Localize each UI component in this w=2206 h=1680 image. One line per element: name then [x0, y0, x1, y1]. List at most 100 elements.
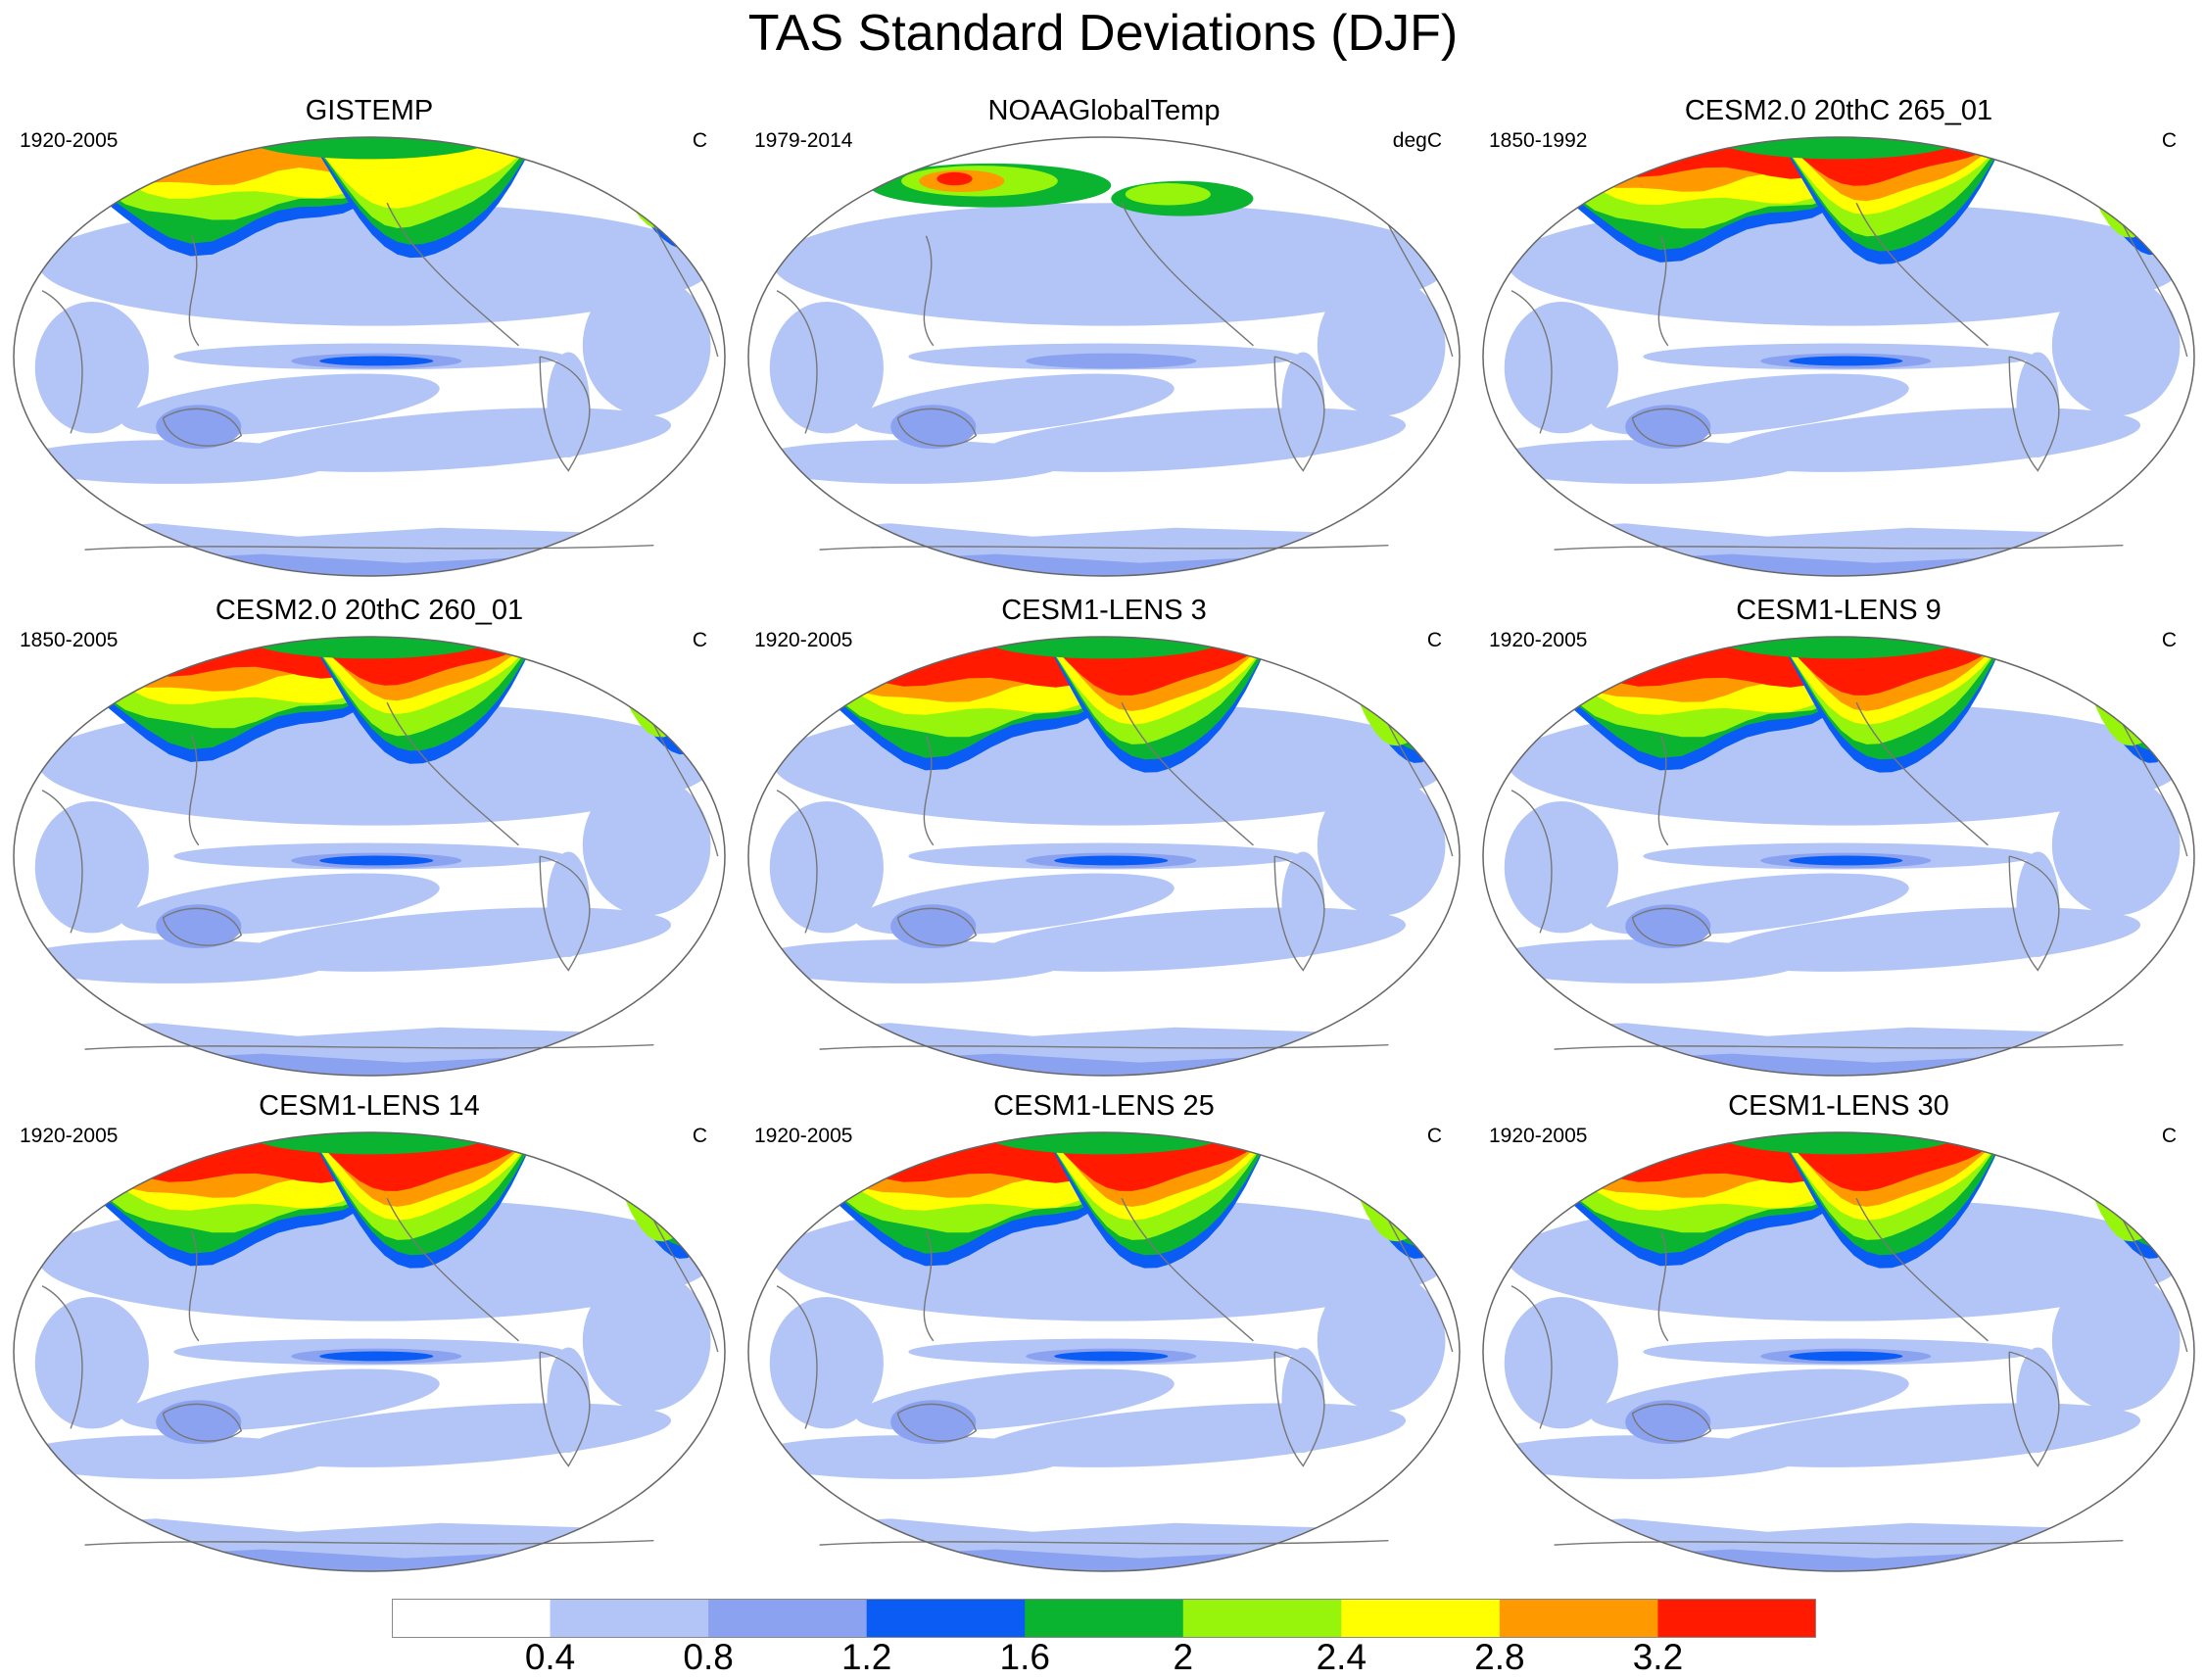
field-arctic-green	[979, 1132, 1229, 1155]
coastline-segment	[1273, 855, 1325, 972]
coastline-segment	[776, 790, 818, 934]
map-plot	[747, 136, 1461, 577]
field-indian-ocean-band	[14, 939, 334, 984]
field-arctic-green	[979, 637, 1229, 659]
panel-years: 1979-2014	[754, 129, 853, 152]
band-europe-east-red	[1334, 1132, 1460, 1175]
coastline-segment	[2122, 224, 2188, 358]
colorbar-frame	[392, 1599, 1816, 1638]
coastline-segment	[162, 1403, 243, 1442]
coastlines	[41, 1197, 719, 1546]
colorbar-tick-label: 2.4	[1316, 1637, 1367, 1677]
field-africa	[34, 302, 149, 434]
coastline-segment	[923, 735, 935, 846]
colorbar-bin-8	[1657, 1599, 1816, 1638]
map-field	[748, 1132, 1460, 1571]
map-field	[748, 137, 1460, 576]
band-europe-east-red	[599, 1132, 725, 1175]
map-field	[1483, 137, 2194, 576]
field-atlantic	[582, 1271, 711, 1412]
coastline-segment	[1511, 290, 1553, 434]
field-indian-ocean-band	[14, 440, 334, 484]
panel-units: C	[1426, 629, 1442, 651]
panel-title: CESM1-LENS 30	[1728, 1090, 1949, 1122]
band-europe-east-yellow	[1334, 637, 1460, 708]
band-europe-east-yellow	[2069, 137, 2194, 198]
band-europe-east-orange	[599, 1132, 725, 1208]
band-europe-east-orange	[1334, 637, 1460, 712]
coastline-segment	[1121, 701, 1254, 846]
band-europe-east-orange	[2069, 1132, 2194, 1208]
band-europe-east-orange	[2069, 137, 2194, 202]
field-enso-core	[1054, 1351, 1169, 1362]
coastline-segment	[2008, 855, 2060, 972]
field-indian-ocean-band	[748, 440, 1069, 484]
panel-years: 1850-2005	[20, 629, 119, 651]
panel-years: 1920-2005	[1489, 629, 1588, 651]
coastline-segment	[1387, 1220, 1454, 1353]
field-enso-core	[1789, 855, 1903, 866]
coastline-segment	[652, 224, 719, 358]
coastline-segment	[1121, 1197, 1254, 1342]
map-border	[1482, 136, 2195, 577]
map-field	[748, 637, 1460, 1076]
field-africa	[769, 302, 884, 434]
colorbar-tick-label: 1.2	[840, 1637, 892, 1677]
coastline-segment	[819, 1043, 1389, 1050]
field-indian-ocean-band	[1483, 1435, 1803, 1479]
map-plot	[13, 636, 726, 1077]
coastlines	[776, 1197, 1454, 1546]
coastlines	[1511, 1197, 2188, 1546]
band-europe-east-yellow	[1334, 1132, 1460, 1204]
coastline-segment	[1121, 202, 1254, 347]
coastline-segment	[188, 735, 200, 846]
colorbar	[392, 1599, 1816, 1638]
map-plot	[747, 636, 1461, 1077]
coastline-segment	[386, 202, 519, 347]
band-europe-east-yellow	[599, 637, 725, 697]
map-border	[747, 136, 1461, 577]
coastline-segment	[1855, 701, 1989, 846]
colorbar-bin-0	[392, 1599, 552, 1638]
field-atlantic	[2051, 1271, 2181, 1412]
band-europe-east-yellow	[2069, 1132, 2194, 1204]
coastline-segment	[2008, 1351, 2060, 1467]
field-enso-core	[319, 356, 434, 366]
map-field	[1483, 637, 2194, 1076]
coastlines	[776, 202, 1454, 551]
map-plot	[747, 1131, 1461, 1572]
field-asia-red	[936, 171, 973, 186]
coastline-segment	[896, 408, 978, 447]
coastline-segment	[1657, 735, 1669, 846]
coastline-segment	[2122, 724, 2188, 857]
field-arctic-green	[1713, 137, 1964, 160]
map-plot	[1482, 636, 2195, 1077]
panel-title: CESM1-LENS 3	[1001, 595, 1207, 626]
coastline-segment	[1273, 356, 1325, 472]
coastline-segment	[819, 544, 1389, 551]
coastline-segment	[1631, 408, 1712, 447]
panel-units: C	[1426, 1125, 1442, 1147]
panel-title: CESM2.0 20thC 260_01	[215, 595, 524, 626]
field-arctic-green	[1713, 1132, 1964, 1155]
field-enso-core	[1789, 356, 1903, 366]
map-panel: CESM1-LENS 30 1920-2005 C	[1477, 1089, 2200, 1584]
panel-years: 1920-2005	[1489, 1125, 1588, 1147]
coastline-segment	[1554, 1539, 2124, 1546]
band-europe-east-orange	[2069, 637, 2194, 712]
field-africa	[34, 801, 149, 934]
map-border	[13, 636, 726, 1077]
coastline-segment	[923, 235, 935, 347]
map-panel: CESM2.0 20thC 265_01 1850-1992 C	[1477, 94, 2200, 589]
coastline-segment	[1511, 790, 1553, 934]
coastline-segment	[539, 356, 591, 472]
map-panel: CESM1-LENS 9 1920-2005 C	[1477, 594, 2200, 1088]
coastline-segment	[776, 290, 818, 434]
map-plot	[1482, 1131, 2195, 1572]
coastline-segment	[819, 1539, 1389, 1546]
coastline-segment	[1855, 202, 1989, 347]
band-europe-east-red	[2069, 637, 2194, 679]
map-plot	[13, 136, 726, 577]
panel-title: CESM2.0 20thC 265_01	[1684, 95, 1993, 126]
coastline-segment	[1855, 1197, 1989, 1342]
